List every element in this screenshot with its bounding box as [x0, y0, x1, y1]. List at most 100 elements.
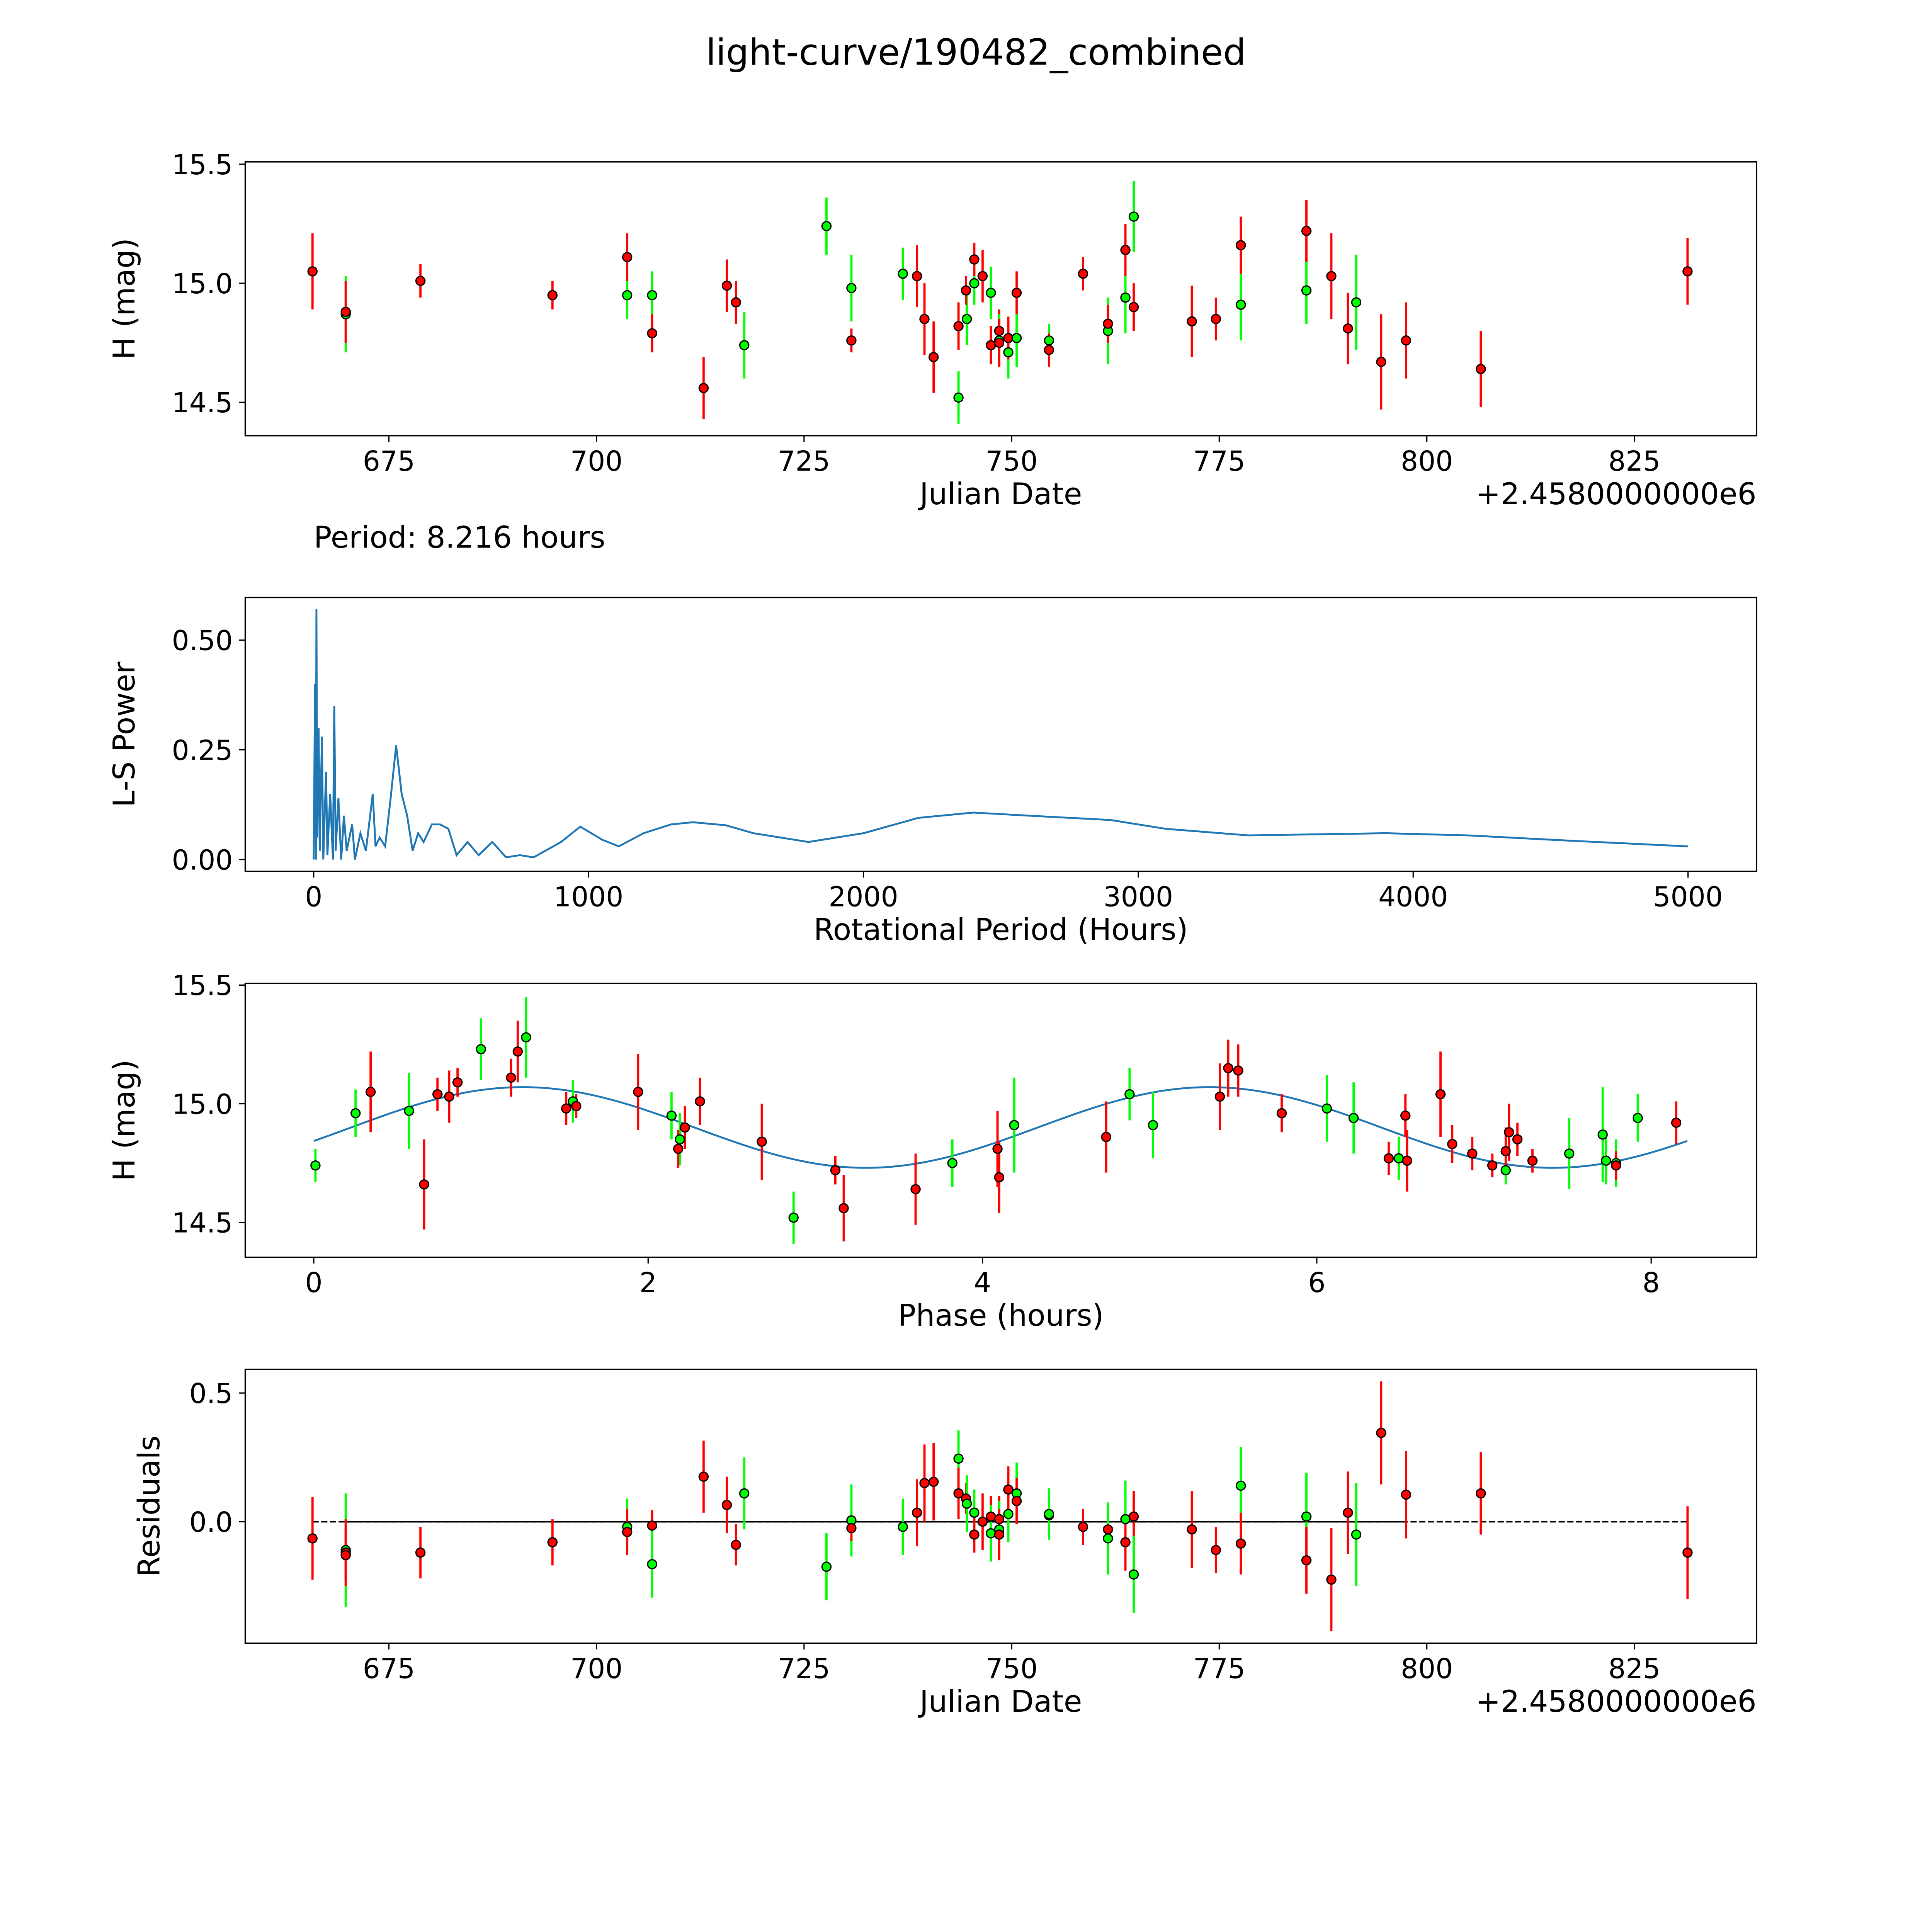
data-point	[1633, 1113, 1643, 1123]
data-point	[1044, 335, 1054, 346]
data-point	[1078, 269, 1088, 279]
panel-lightcurve: Julian Date +2.4580000000e6 Period: 8.21…	[107, 149, 1757, 555]
x-tick-label: 1000	[554, 881, 623, 913]
data-point	[1101, 1132, 1111, 1142]
data-point	[1393, 1153, 1404, 1163]
data-point	[415, 1547, 426, 1558]
data-point	[622, 1527, 633, 1537]
x-tick-label: 5000	[1653, 881, 1723, 913]
data-point	[673, 1143, 684, 1154]
data-point	[928, 352, 939, 362]
data-point	[1011, 287, 1022, 298]
data-point	[633, 1087, 643, 1097]
x-tick-label: 725	[778, 1653, 830, 1685]
data-point	[1401, 1490, 1412, 1500]
x-tick-label: 725	[778, 445, 830, 477]
data-point	[698, 1471, 709, 1482]
x-tick-label: 2	[639, 1267, 657, 1299]
data-point	[953, 1488, 964, 1499]
data-point	[647, 290, 657, 301]
data-point	[961, 1498, 972, 1509]
x-tick-label: 0	[305, 881, 322, 913]
data-point	[731, 297, 741, 308]
x-tick-label: 700	[570, 1653, 622, 1685]
x-tick-label: 4000	[1378, 881, 1448, 913]
data-point	[969, 1529, 980, 1540]
data-point	[1682, 1547, 1693, 1558]
data-point	[912, 271, 922, 281]
data-point	[1467, 1148, 1478, 1159]
data-point	[1351, 297, 1362, 308]
data-point	[919, 314, 930, 324]
data-point	[953, 392, 964, 403]
data-point	[415, 276, 426, 286]
data-point	[994, 1514, 1005, 1524]
data-point	[731, 1539, 741, 1550]
x-tick-label: 775	[1193, 445, 1245, 477]
data-point	[1103, 1533, 1113, 1544]
data-point	[647, 328, 657, 338]
data-point	[695, 1096, 705, 1107]
data-point	[992, 1143, 1003, 1154]
data-point	[1009, 1120, 1020, 1130]
data-point	[1301, 285, 1312, 296]
data-point	[838, 1203, 849, 1213]
data-point	[571, 1101, 582, 1111]
y-tick-label: 15.0	[172, 1088, 233, 1120]
data-point	[1120, 292, 1131, 303]
data-point	[961, 314, 972, 324]
data-point	[1435, 1089, 1446, 1100]
y-tick-label: 14.5	[172, 387, 233, 419]
data-point	[1003, 1509, 1014, 1519]
panel-periodogram: Rotational Period (Hours) L-S Power 0 100…	[107, 597, 1757, 947]
data-point	[1527, 1155, 1538, 1166]
data-point	[1276, 1108, 1287, 1119]
data-point	[977, 271, 988, 281]
data-point	[821, 1561, 832, 1572]
data-point	[721, 1500, 732, 1510]
data-point	[547, 290, 558, 301]
axes-frame	[244, 1369, 1757, 1644]
data-point	[307, 266, 318, 277]
data-point	[898, 269, 908, 279]
data-point	[1214, 1091, 1225, 1102]
data-point	[1383, 1153, 1394, 1163]
data-point	[910, 1184, 921, 1194]
figure-title: light-curve/190482_combined	[706, 32, 1246, 74]
x-tick-label: 750	[986, 445, 1038, 477]
plot-area	[307, 181, 1693, 424]
x-offset-text: +2.4580000000e6	[1476, 477, 1757, 512]
data-point	[846, 335, 857, 346]
data-point	[986, 1528, 996, 1539]
data-point	[919, 1478, 930, 1488]
data-point	[1128, 302, 1139, 312]
data-point	[622, 252, 633, 262]
x-tick-label: 3000	[1104, 881, 1173, 913]
data-point	[307, 1533, 318, 1544]
data-point	[994, 338, 1005, 348]
data-point	[1011, 333, 1022, 344]
data-point	[1120, 1537, 1131, 1548]
data-point	[1348, 1113, 1359, 1123]
data-point	[1128, 211, 1139, 222]
data-point	[419, 1179, 429, 1190]
y-tick-label: 0.50	[172, 624, 233, 656]
data-point	[561, 1103, 571, 1114]
x-tick-label: 800	[1401, 1653, 1453, 1685]
data-point	[1326, 271, 1337, 281]
data-point	[830, 1165, 841, 1175]
data-point	[1044, 345, 1054, 355]
axes-frame	[244, 983, 1757, 1258]
data-point	[1343, 1507, 1353, 1518]
data-point	[1597, 1129, 1608, 1140]
data-point	[1400, 1110, 1411, 1121]
data-point	[476, 1044, 486, 1054]
x-tick-label: 775	[1193, 1653, 1245, 1685]
data-point	[788, 1213, 799, 1223]
data-point	[1564, 1148, 1575, 1159]
data-point	[846, 1523, 857, 1534]
data-point	[1682, 266, 1693, 277]
panel-residuals: Julian Date +2.4580000000e6 Residuals 67…	[132, 1369, 1757, 1719]
data-point	[666, 1110, 677, 1121]
